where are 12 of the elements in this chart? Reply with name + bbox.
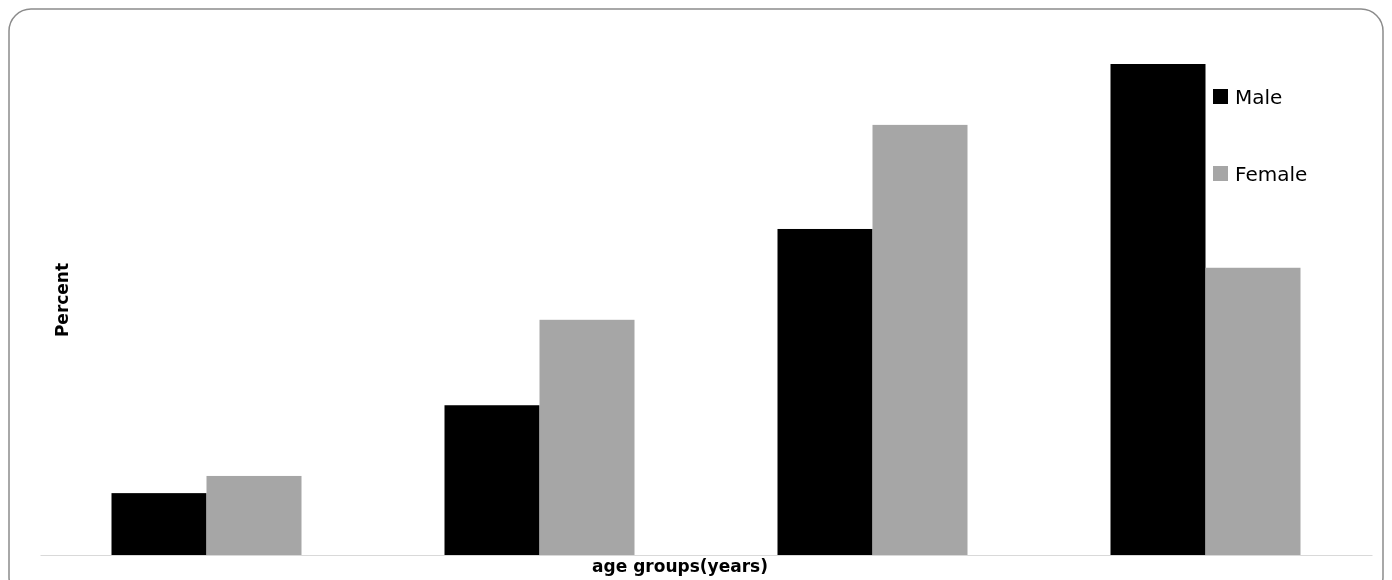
x-axis-title: age groups(years) [592,556,768,576]
bar [1110,64,1206,555]
legend-label: Male [1235,85,1283,109]
bar [777,228,873,555]
legend-label: Female [1235,162,1308,186]
y-axis-title: Percent [52,262,72,338]
bar [444,405,540,555]
bar [111,493,207,555]
bar [206,475,302,555]
bar [539,319,635,555]
bar [1205,267,1301,555]
bar [872,124,968,555]
